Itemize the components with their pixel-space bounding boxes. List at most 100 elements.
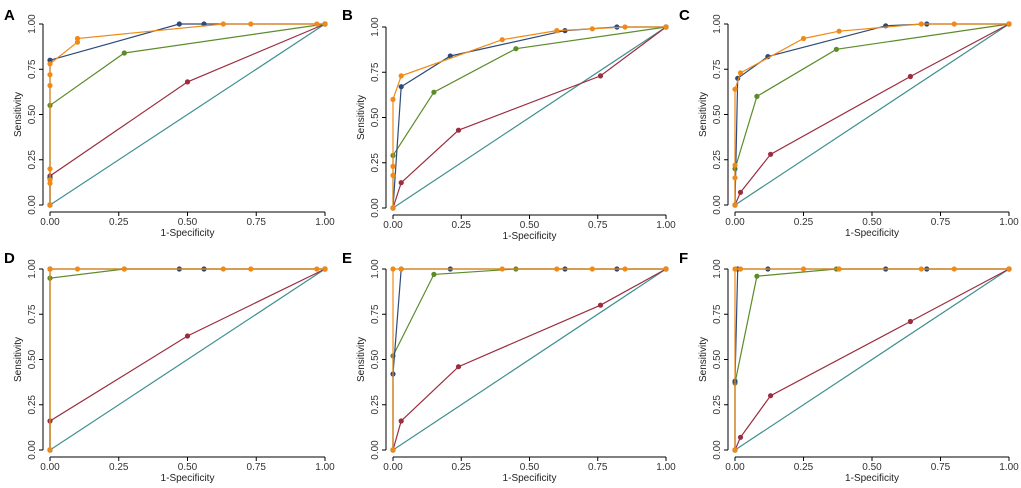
y-tick-label: 0.25: [712, 150, 723, 170]
data-point-maroon: [597, 302, 604, 308]
data-point-orange: [47, 266, 53, 272]
data-point-orange: [390, 163, 396, 169]
data-point-orange: [322, 266, 328, 272]
y-tick-label: 0.00: [370, 198, 381, 218]
panel-label-a: A: [4, 7, 15, 24]
y-tick-label: 0.25: [370, 395, 381, 415]
y-tick-label: 0.50: [712, 349, 723, 369]
data-point-orange: [737, 70, 744, 76]
y-axis-title: Sensitivity: [13, 92, 24, 137]
y-axis-title: Sensitivity: [698, 337, 709, 382]
x-tick-label: 0.25: [452, 220, 472, 231]
series-orange: [47, 21, 328, 208]
data-point-orange: [918, 266, 924, 272]
data-point-orange: [121, 266, 127, 272]
y-tick-label: 0.50: [712, 104, 723, 124]
data-point-navy: [176, 21, 182, 27]
y-tick-label: 0.50: [370, 107, 381, 127]
panel-e: E 0.00 0.25 0.50 0.75 1.00 0.00 0.25 0.50 0.75 1.0…: [342, 250, 676, 484]
x-tick-label: 0.50: [178, 462, 198, 473]
panel-label-f: F: [679, 250, 688, 267]
y-tick-label: 1.00: [370, 259, 381, 279]
data-point-orange: [951, 21, 957, 27]
x-tick-label: 0.50: [178, 217, 198, 228]
x-tick-label: 1.00: [315, 217, 335, 228]
y-tick-label: 0.00: [27, 440, 38, 460]
data-point-orange: [732, 202, 738, 208]
data-point-orange: [836, 266, 842, 272]
data-point-orange: [74, 35, 81, 42]
x-tick-label: 0.00: [383, 220, 403, 231]
x-tick-label: 0.25: [794, 217, 814, 228]
y-tick-label: 0.75: [370, 62, 381, 82]
series-line-reference: [49, 268, 326, 451]
x-tick-label: 0.25: [109, 217, 129, 228]
series-orange: [390, 266, 669, 453]
data-point-orange: [314, 266, 320, 272]
series-orange: [47, 266, 328, 453]
data-point-orange: [499, 266, 505, 272]
y-axis-title: Sensitivity: [698, 92, 709, 137]
data-point-orange: [663, 24, 669, 30]
y-tick-label: 0.75: [712, 59, 723, 79]
panel-b: B 0.00 0.25 0.50 0.75 1.00 0.00 0.25 0.50 0.75 1.0…: [342, 7, 676, 242]
data-point-orange: [47, 202, 53, 208]
x-axis-title: 1-Specificity: [161, 473, 215, 484]
x-axis-title: 1-Specificity: [845, 473, 899, 484]
y-axis-title: Sensitivity: [356, 337, 367, 382]
data-point-maroon: [597, 73, 604, 79]
y-tick-label: 0.25: [27, 150, 38, 170]
data-point-orange: [918, 21, 924, 27]
x-tick-label: 0.50: [520, 462, 540, 473]
series-orange: [732, 266, 1012, 453]
y-tick-label: 1.00: [27, 14, 38, 34]
data-point-navy: [47, 57, 53, 63]
data-point-orange: [589, 26, 595, 32]
data-point-maroon: [184, 333, 191, 339]
data-point-orange: [390, 447, 396, 453]
series-reference: [392, 26, 667, 209]
y-tick-label: 0.25: [370, 153, 381, 173]
panel-f: F 0.00 0.25 0.50 0.75 1.00 0.00 0.25 0.50 0.75 1.0…: [679, 250, 1019, 484]
x-tick-label: 1.00: [656, 462, 676, 473]
y-tick-label: 0.25: [712, 395, 723, 415]
y-tick-label: 0.75: [370, 304, 381, 324]
data-point-orange: [220, 266, 226, 272]
x-tick-label: 1.00: [656, 220, 676, 231]
data-point-green: [431, 89, 437, 95]
data-point-orange: [732, 266, 738, 272]
x-tick-label: 0.25: [452, 462, 472, 473]
x-tick-label: 0.50: [520, 220, 540, 231]
data-point-maroon: [737, 434, 744, 440]
y-tick-label: 1.00: [370, 17, 381, 37]
data-point-orange: [47, 166, 53, 172]
data-point-maroon: [737, 189, 744, 195]
x-tick-label: 0.00: [40, 217, 60, 228]
data-point-maroon: [768, 151, 774, 157]
data-point-maroon: [907, 318, 914, 325]
x-tick-label: 1.00: [999, 217, 1019, 228]
y-tick-label: 0.50: [370, 349, 381, 369]
data-point-orange: [390, 205, 396, 211]
y-tick-label: 1.00: [712, 259, 723, 279]
series-line-orange: [392, 26, 666, 208]
data-point-orange: [74, 266, 81, 272]
data-point-orange: [47, 72, 53, 78]
x-tick-label: 0.00: [40, 462, 60, 473]
data-point-orange: [800, 35, 807, 42]
x-tick-label: 0.50: [862, 217, 882, 228]
data-point-orange: [314, 21, 320, 27]
data-point-orange: [554, 266, 560, 272]
x-axis-title: 1-Specificity: [503, 231, 557, 242]
y-tick-label: 0.50: [27, 104, 38, 124]
data-point-orange: [390, 266, 396, 272]
series-line-orange: [734, 23, 1009, 205]
y-axis-title: Sensitivity: [13, 337, 24, 382]
data-point-orange: [589, 266, 595, 272]
x-tick-label: 0.75: [931, 462, 951, 473]
data-point-orange: [732, 86, 738, 92]
data-point-orange: [74, 39, 81, 45]
x-axis-title: 1-Specificity: [845, 228, 899, 239]
x-tick-label: 1.00: [999, 462, 1019, 473]
